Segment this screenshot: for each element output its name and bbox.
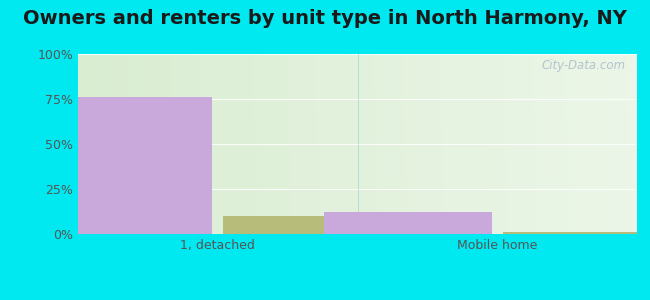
Bar — [503, 232, 650, 234]
Text: Owners and renters by unit type in North Harmony, NY: Owners and renters by unit type in North… — [23, 9, 627, 28]
Bar — [224, 216, 391, 234]
Bar — [324, 212, 491, 234]
Text: City-Data.com: City-Data.com — [541, 59, 626, 72]
Bar — [44, 97, 212, 234]
